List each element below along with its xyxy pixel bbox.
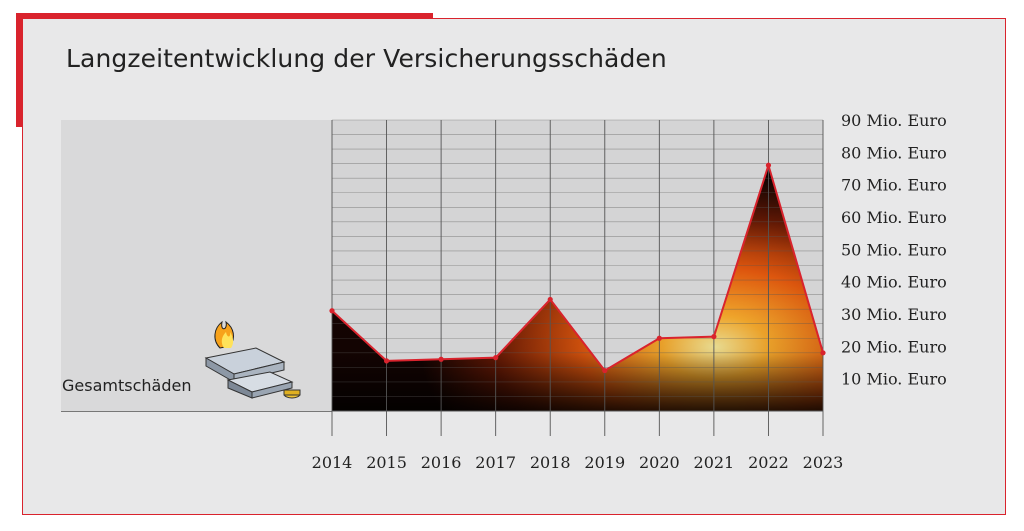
series-line-gesamtschäden [331,161,824,372]
x-tick-label: 2023 [803,453,844,472]
data-point-2020 [656,335,662,341]
y-tick-label: 10 Mio. Euro [841,370,947,389]
x-tick-label: 2019 [584,453,625,472]
series-label-panel [61,120,332,411]
x-tick-label: 2022 [748,453,789,472]
data-point-2016 [438,356,444,362]
data-point-2014 [329,308,335,314]
y-axis-labels: 90 Mio. Euro 80 Mio. Euro 70 Mio. Euro 60 M… [841,111,947,389]
y-tick-label: 80 Mio. Euro [841,143,947,162]
data-point-2021 [711,334,717,340]
y-tick-label: 70 Mio. Euro [841,176,947,195]
data-point-2018 [547,296,553,303]
y-tick-label: 20 Mio. Euro [841,337,947,356]
panel-baseline [61,411,332,412]
chart-title: Langzeitentwicklung der Versicherungssch… [66,44,667,73]
y-tick-label: 60 Mio. Euro [841,208,947,227]
grid [331,119,824,436]
x-axis-labels: 2014 2015 2016 2017 2018 2019 2020 2021 2022 2023 [312,453,844,472]
burning-documents-icon [204,320,301,399]
y-tick-label: 30 Mio. Euro [841,305,947,324]
x-tick-label: 2020 [639,453,680,472]
x-tick-label: 2014 [312,453,353,472]
y-tick-label: 50 Mio. Euro [841,240,947,259]
data-points [329,162,826,374]
data-point-2017 [493,355,499,361]
accent-bar-left [16,13,22,127]
data-point-2023 [820,350,826,356]
series-line-group [331,161,824,372]
y-tick-label: 90 Mio. Euro [841,111,947,130]
x-tick-label: 2018 [530,453,571,472]
x-tick-label: 2015 [366,453,407,472]
x-tick-label: 2017 [475,453,516,472]
y-tick-label: 40 Mio. Euro [841,273,947,292]
accent-bar-top [16,13,433,19]
data-point-2015 [383,358,390,364]
x-tick-label: 2021 [694,453,735,472]
x-tick-label: 2016 [421,453,462,472]
data-point-2019 [602,367,608,374]
data-point-2022 [765,162,772,168]
series-label: Gesamtschäden [62,376,192,395]
